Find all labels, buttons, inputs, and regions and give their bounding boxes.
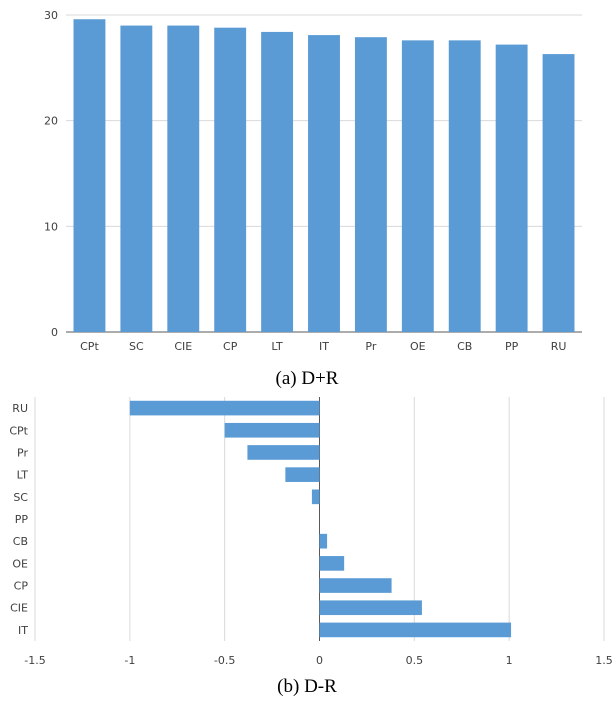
chart-b-category-label: Pr bbox=[17, 446, 28, 459]
chart-a-x-tick-label: PP bbox=[505, 340, 519, 353]
chart-b-gridlines bbox=[34, 397, 605, 641]
chart-b-category-label: CB bbox=[13, 535, 28, 548]
chart-a-bars bbox=[73, 19, 575, 333]
chart-b-x-tick-label: 0.5 bbox=[406, 654, 424, 667]
chart-a-x-tick-label: RU bbox=[551, 340, 567, 353]
chart-b-category-label: RU bbox=[12, 402, 28, 415]
chart-a-x-tick-label: Pr bbox=[365, 340, 376, 353]
chart-b-category-label: LT bbox=[17, 469, 29, 482]
chart-a-y-tick-label: 0 bbox=[51, 326, 58, 339]
chart-b-x-tick-labels: -1.5 -1 -0.5 0 0.5 1 1.5 bbox=[24, 654, 612, 667]
chart-b-x-tick-label: 1.5 bbox=[595, 654, 613, 667]
chart-a-x-tick-label: OE bbox=[410, 340, 426, 353]
chart-b-bar-ru bbox=[129, 400, 320, 416]
chart-a-bar-oe bbox=[401, 40, 434, 333]
chart-a-bar-lt bbox=[261, 31, 294, 332]
chart-b-d-minus-r: RU CPt Pr LT SC PP CB OE CP CIE IT -1.5 -1 -0.5 0 0.5 1… bbox=[9, 397, 613, 697]
chart-b-x-tick-label: -1.5 bbox=[24, 654, 45, 667]
chart-a-bar-cp bbox=[214, 27, 247, 333]
chart-b-category-label: SC bbox=[13, 491, 28, 504]
chart-b-category-label: CPt bbox=[9, 424, 28, 437]
chart-b-bar-cp bbox=[319, 578, 392, 593]
chart-b-bar-lt bbox=[285, 467, 320, 482]
chart-a-caption: (a) D+R bbox=[276, 368, 339, 389]
chart-b-bars bbox=[129, 400, 512, 638]
chart-a-x-tick-label: CP bbox=[223, 340, 238, 353]
chart-b-bar-cpt bbox=[224, 422, 320, 438]
chart-a-bar-cb bbox=[448, 40, 481, 333]
chart-a-y-tick-label: 10 bbox=[44, 220, 58, 233]
chart-b-bar-it bbox=[319, 622, 512, 638]
chart-a-y-tick-label: 20 bbox=[44, 115, 58, 128]
chart-b-category-labels: RU CPt Pr LT SC PP CB OE CP CIE IT bbox=[9, 402, 28, 637]
chart-b-caption: (b) D-R bbox=[277, 676, 337, 697]
chart-a-bar-cpt bbox=[73, 19, 106, 333]
chart-a-x-tick-labels: CPt SC CIE CP LT IT Pr OE CB PP RU bbox=[80, 340, 566, 353]
chart-b-category-label: PP bbox=[15, 513, 29, 526]
chart-b-x-tick-label: 1 bbox=[506, 654, 513, 667]
chart-b-bar-pr bbox=[247, 445, 320, 460]
chart-a-x-tick-label: CPt bbox=[80, 340, 99, 353]
chart-b-x-tick-label: -1 bbox=[124, 654, 135, 667]
chart-b-x-tick-label: -0.5 bbox=[214, 654, 235, 667]
chart-a-bar-pr bbox=[354, 37, 387, 332]
chart-a-x-tick-label: IT bbox=[319, 340, 329, 353]
chart-b-category-label: CP bbox=[14, 580, 29, 593]
chart-b-category-label: IT bbox=[18, 624, 28, 637]
chart-a-bar-it bbox=[308, 35, 340, 333]
chart-b-bar-sc bbox=[311, 489, 320, 505]
chart-a-x-tick-label: CIE bbox=[174, 340, 192, 353]
chart-b-category-label: CIE bbox=[10, 602, 28, 615]
chart-a-bar-cie bbox=[167, 25, 200, 333]
chart-b-x-tick-label: 0 bbox=[316, 654, 323, 667]
chart-b-bar-cb bbox=[319, 533, 328, 549]
chart-a-d-plus-r: 0 10 20 30 CPt SC CIE CP LT IT Pr OE CB PP RU (a) D+R bbox=[44, 9, 582, 389]
chart-a-bar-pp bbox=[495, 44, 528, 332]
chart-b-bar-cie bbox=[319, 600, 422, 616]
chart-a-x-tick-label: SC bbox=[129, 340, 144, 353]
chart-b-category-label: OE bbox=[12, 557, 28, 570]
chart-a-bar-ru bbox=[542, 54, 575, 332]
chart-a-y-tick-labels: 0 10 20 30 bbox=[44, 9, 58, 339]
chart-a-x-tick-label: CB bbox=[457, 340, 472, 353]
chart-a-bar-sc bbox=[120, 25, 153, 333]
chart-b-bar-oe bbox=[319, 556, 345, 571]
chart-a-y-tick-label: 30 bbox=[44, 9, 58, 22]
chart-a-x-tick-label: LT bbox=[271, 340, 283, 353]
